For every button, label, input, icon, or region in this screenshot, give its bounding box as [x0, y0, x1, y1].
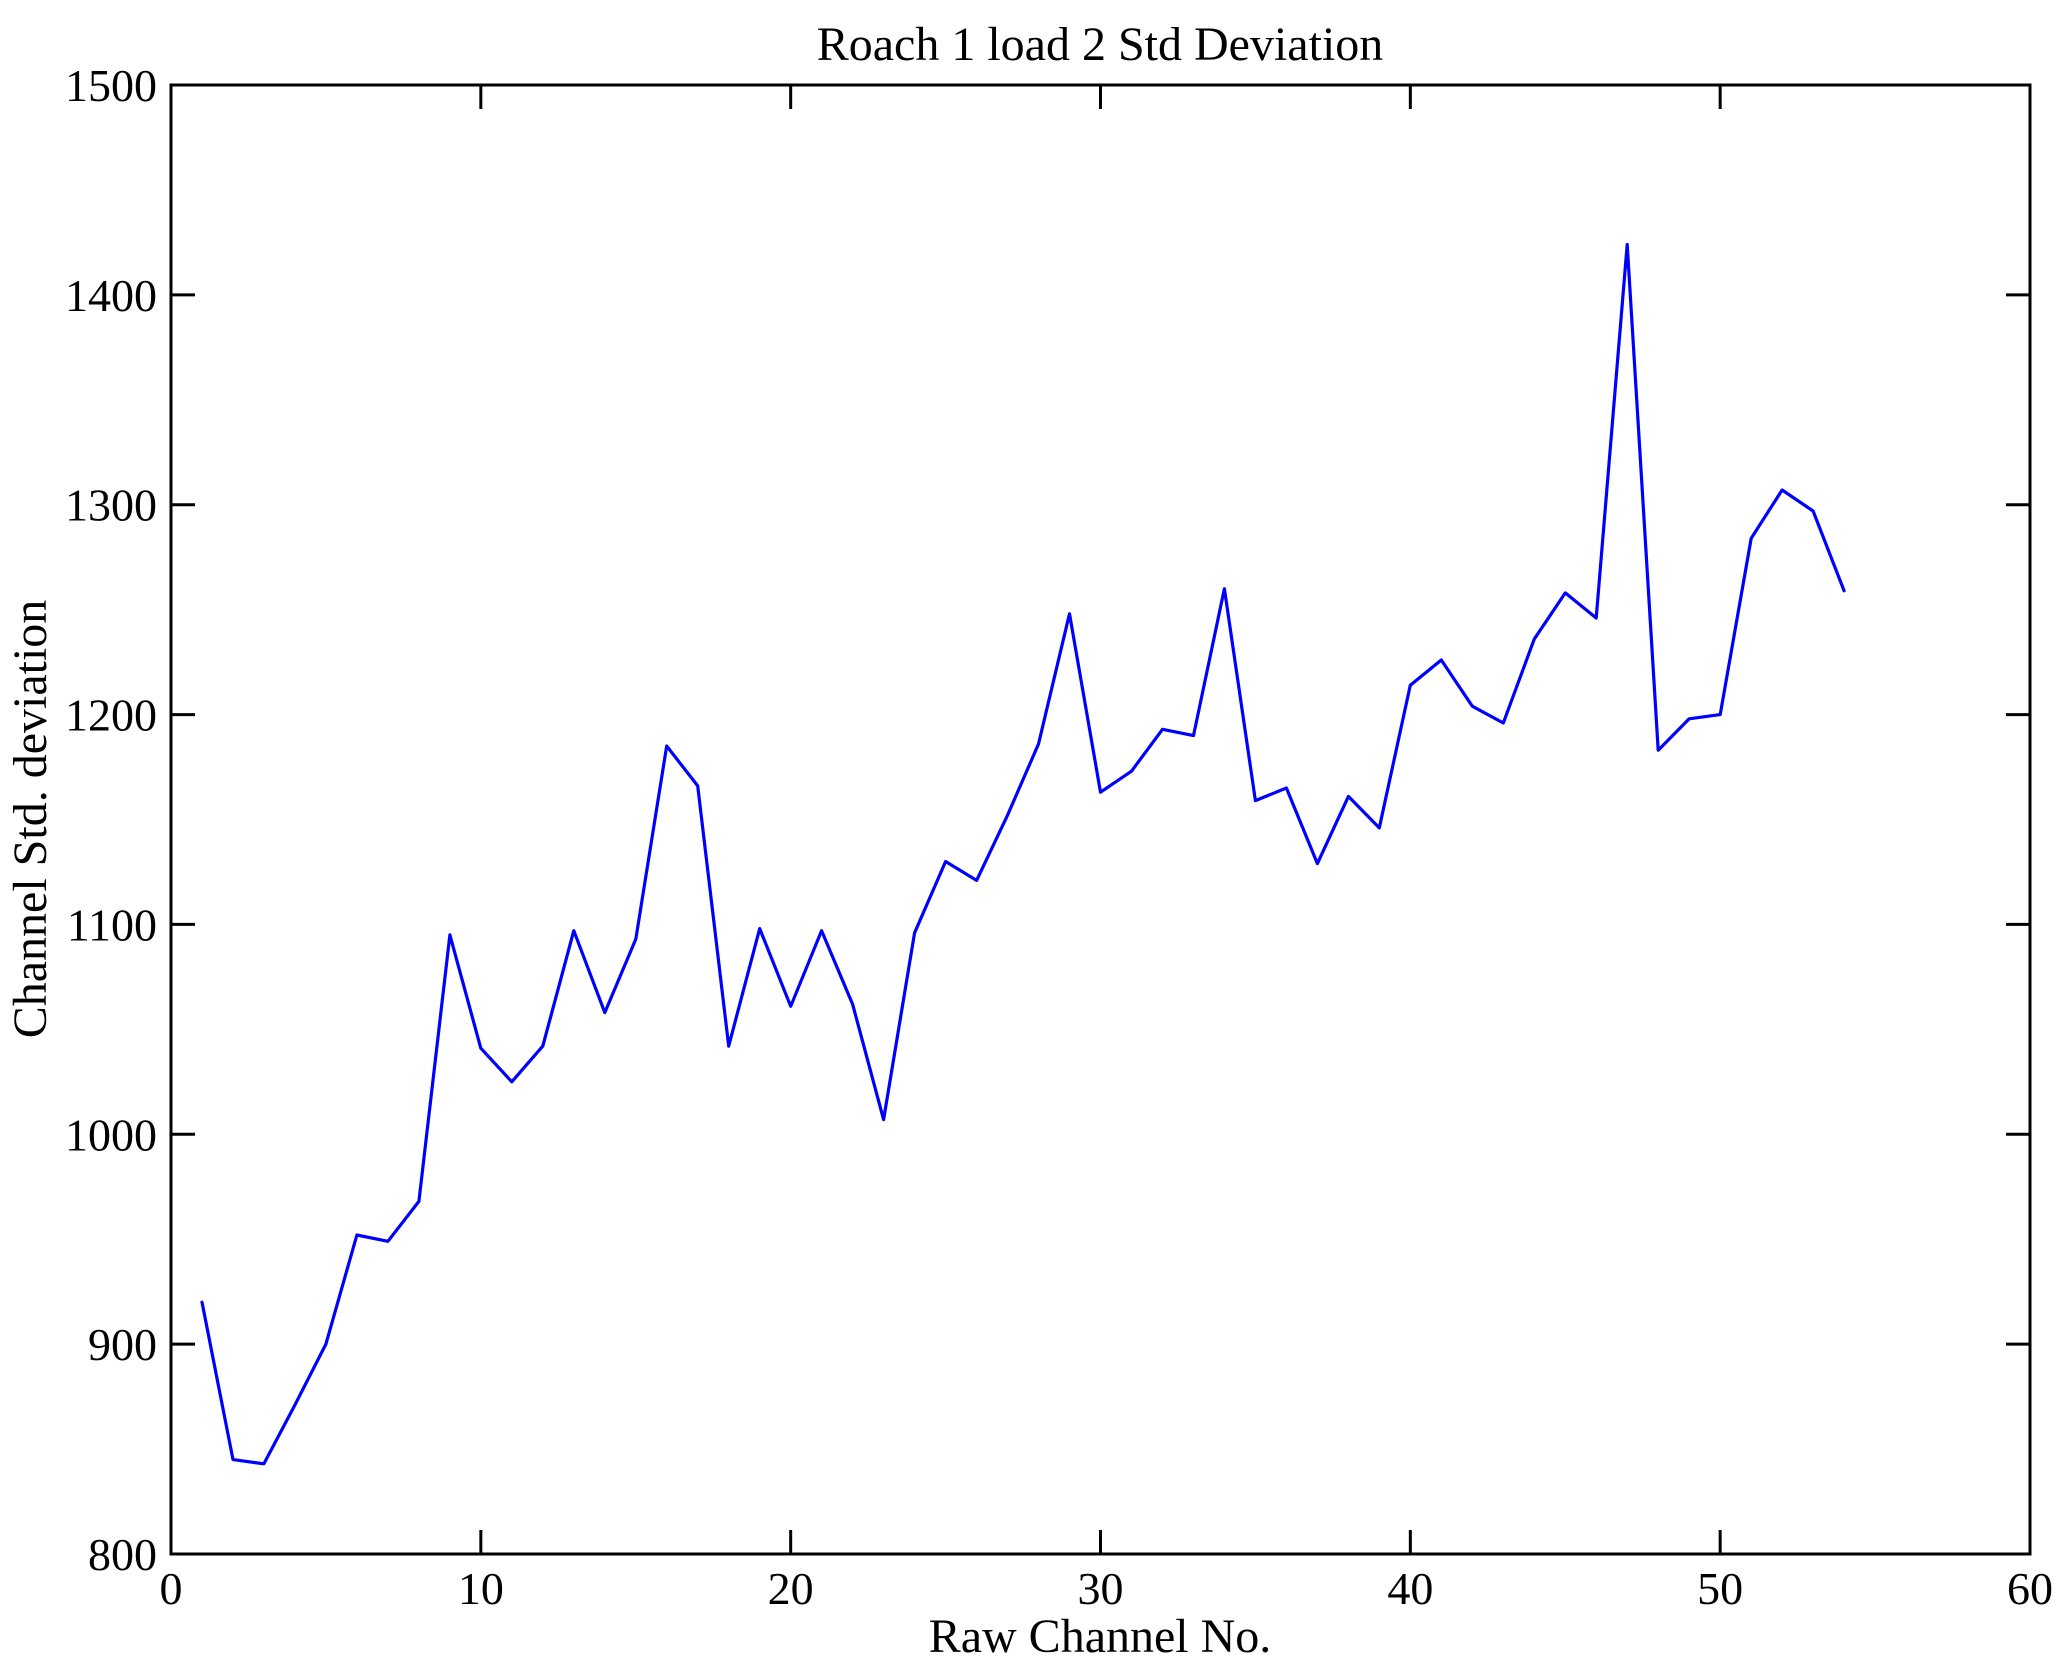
- x-tick-label: 40: [1387, 1563, 1433, 1614]
- plot-box: [169, 83, 2032, 1556]
- y-tick-label: 1500: [65, 60, 157, 111]
- y-tick-label: 900: [88, 1319, 157, 1370]
- y-axis-label-group: Channel Std. deviation: [4, 600, 57, 1039]
- y-tick-label: 1000: [65, 1109, 157, 1160]
- y-tick-label: 1100: [67, 899, 157, 950]
- x-tick-label: 20: [768, 1563, 814, 1614]
- y-tick-label: 1400: [65, 270, 157, 321]
- y-tick-label: 800: [88, 1529, 157, 1580]
- y-axis-label: Channel Std. deviation: [4, 600, 57, 1039]
- x-tick-label: 10: [458, 1563, 504, 1614]
- x-tick-label: 0: [160, 1563, 183, 1614]
- data-series-line: [200, 242, 1846, 1466]
- x-tick-label: 30: [1078, 1563, 1124, 1614]
- chart-title: Roach 1 load 2 Std Deviation: [817, 18, 1384, 71]
- x-tick-label: 50: [1697, 1563, 1743, 1614]
- x-tick-label: 60: [2007, 1563, 2053, 1614]
- plot-area: 0 10 20 30 40 50 60 800 900 1000 1100 1200 1300 1400 1…: [65, 60, 2053, 1614]
- y-tick-label: 1300: [65, 480, 157, 531]
- y-tick-label: 1200: [65, 690, 157, 741]
- x-axis-label: Raw Channel No.: [929, 1610, 1272, 1663]
